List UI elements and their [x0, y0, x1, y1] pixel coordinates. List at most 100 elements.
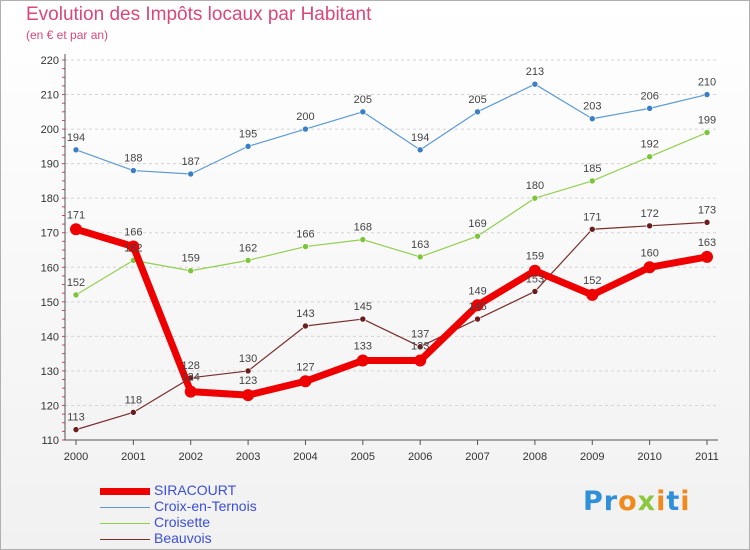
x-tick-label-2001: 2001: [121, 451, 145, 463]
data-label-croix-en-ternois-2011: 210: [698, 77, 716, 89]
point-siracourt-2001: [127, 240, 140, 253]
series-lines: [70, 80, 713, 433]
point-beauvois-2005: [359, 315, 367, 323]
data-label-beauvois-2002: 128: [182, 360, 200, 372]
data-label-croix-en-ternois-2002: 187: [182, 156, 200, 168]
x-tick-label-2004: 2004: [293, 451, 317, 463]
point-croisette-2011: [703, 129, 711, 136]
point-beauvois-2007: [474, 315, 481, 323]
point-croisette-2003: [244, 257, 252, 264]
data-label-croisette-2004: 166: [296, 229, 314, 241]
x-tick-label-2007: 2007: [465, 451, 489, 463]
data-label-siracourt-2007: 149: [468, 285, 486, 297]
point-croisette-2009: [588, 177, 596, 185]
point-beauvois-2001: [130, 409, 137, 416]
series-line-siracourt: [72, 225, 711, 399]
legend-swatch-croix-en-ternois: [100, 507, 150, 508]
data-label-croix-en-ternois-2001: 188: [124, 153, 142, 165]
legend-label-siracourt: SIRACOURT: [154, 482, 237, 498]
x-tick-label-2006: 2006: [408, 451, 432, 463]
legend-swatch-siracourt: [100, 488, 150, 495]
x-tick-label-2003: 2003: [236, 451, 260, 463]
data-label-beauvois-2003: 130: [239, 353, 257, 365]
point-croisette-2004: [302, 243, 309, 250]
point-croix-en-ternois-2007: [474, 108, 481, 116]
point-croix-en-ternois-2011: [703, 91, 711, 98]
point-croisette-2000: [72, 291, 80, 299]
point-croix-en-ternois-2001: [130, 167, 137, 174]
data-label-beauvois-2008: 153: [526, 273, 544, 285]
data-label-beauvois-2011: 173: [698, 204, 716, 216]
point-croix-en-ternois-2006: [416, 146, 424, 154]
data-label-siracourt-2002: 124: [182, 372, 200, 384]
series-line-croisette: [75, 131, 708, 296]
y-tick-label-180: 180: [41, 193, 59, 205]
x-tick-label-2011: 2011: [695, 451, 719, 463]
x-tick-label-2005: 2005: [351, 451, 375, 463]
data-label-siracourt-2003: 123: [239, 375, 257, 387]
point-croisette-2010: [646, 153, 653, 161]
data-label-croix-en-ternois-2000: 194: [67, 132, 85, 144]
legend-label-croix-en-ternois: Croix-en-Ternois: [154, 498, 257, 514]
legend-label-croisette: Croisette: [154, 514, 211, 530]
data-label-croisette-2000: 152: [67, 277, 85, 289]
data-label-beauvois-2007: 145: [468, 301, 486, 313]
y-tick-label-160: 160: [41, 262, 59, 274]
data-label-beauvois-2005: 145: [354, 301, 372, 313]
point-beauvois-2000: [72, 426, 80, 433]
point-croix-en-ternois-2009: [588, 115, 596, 123]
point-siracourt-2002: [184, 385, 197, 398]
data-label-croisette-2010: 192: [640, 139, 658, 151]
data-label-beauvois-2009: 171: [583, 211, 601, 223]
data-label-beauvois-2004: 143: [296, 308, 314, 320]
data-label-croisette-2005: 168: [354, 222, 372, 234]
point-croix-en-ternois-2000: [72, 146, 80, 154]
data-label-beauvois-2006: 137: [411, 329, 429, 341]
point-siracourt-2005: [356, 354, 369, 367]
y-tick-label-150: 150: [41, 297, 59, 309]
data-label-beauvois-2010: 172: [640, 208, 658, 220]
point-croisette-2008: [531, 194, 539, 202]
data-label-siracourt-2009: 152: [583, 275, 601, 287]
point-siracourt-2006: [414, 354, 427, 367]
y-tick-label-140: 140: [41, 331, 59, 343]
data-label-croix-en-ternois-2007: 205: [468, 94, 486, 106]
point-siracourt-2003: [242, 389, 255, 402]
data-label-croix-en-ternois-2005: 205: [354, 94, 372, 106]
data-label-croisette-2011: 199: [698, 115, 716, 127]
data-label-croisette-2003: 162: [239, 242, 257, 254]
y-tick-label-210: 210: [41, 90, 59, 102]
data-label-siracourt-2011: 163: [698, 237, 716, 249]
data-label-croisette-2006: 163: [411, 239, 429, 251]
point-beauvois-2010: [646, 222, 653, 230]
grid-lines: [65, 59, 718, 441]
x-tick-label-2010: 2010: [637, 451, 661, 463]
chart-title: Evolution des Impôts locaux par Habitant: [26, 4, 372, 25]
point-croix-en-ternois-2008: [531, 80, 539, 88]
legend-swatch-beauvois: [100, 539, 150, 540]
data-label-croix-en-ternois-2004: 200: [296, 111, 314, 123]
y-tick-label-190: 190: [41, 159, 59, 171]
point-siracourt-2004: [299, 375, 312, 388]
point-croisette-2005: [359, 236, 367, 243]
y-tick-label-200: 200: [41, 124, 59, 136]
point-beauvois-2011: [703, 219, 711, 226]
point-siracourt-2009: [586, 288, 599, 301]
data-label-croix-en-ternois-2010: 206: [640, 90, 658, 102]
data-label-siracourt-2004: 127: [296, 361, 314, 373]
x-tick-label-2009: 2009: [580, 451, 604, 463]
y-tick-label-130: 130: [41, 366, 59, 378]
data-labels: 194 188 187 195 200 205 194 205 213 203 206 210 152 1…: [67, 66, 716, 423]
proxiti-logo: Proxiti: [583, 486, 691, 517]
y-tick-label-170: 170: [41, 228, 59, 240]
legend-swatch-croisette: [100, 523, 150, 524]
data-label-siracourt-2000: 171: [67, 209, 85, 221]
data-label-siracourt-2010: 160: [640, 247, 658, 259]
data-label-siracourt-2001: 166: [124, 227, 142, 239]
data-label-siracourt-2005: 133: [354, 341, 372, 353]
point-croix-en-ternois-2004: [302, 125, 309, 133]
data-label-croix-en-ternois-2003: 195: [239, 128, 257, 140]
point-siracourt-2011: [701, 250, 713, 263]
